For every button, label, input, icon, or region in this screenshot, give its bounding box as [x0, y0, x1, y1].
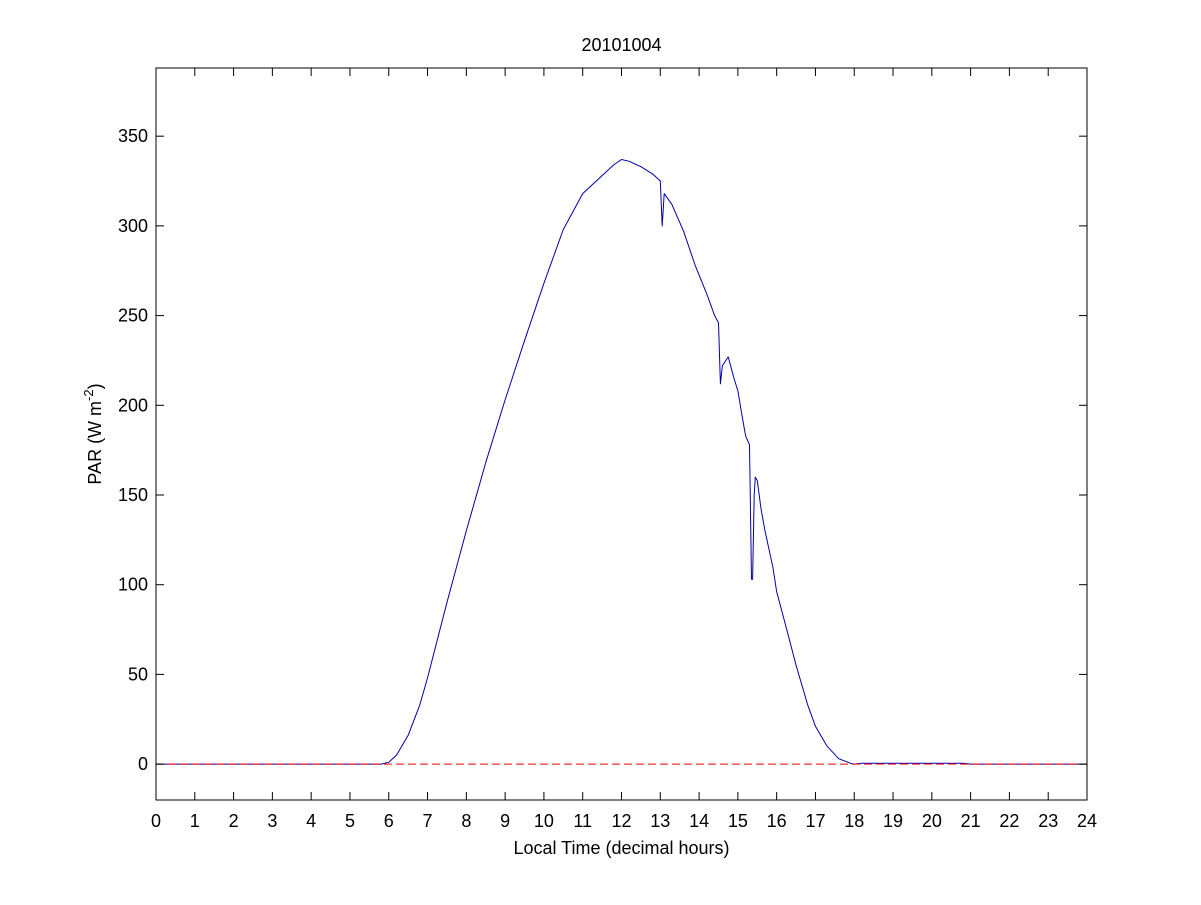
x-tick-label: 18 [844, 811, 864, 831]
y-tick-label: 0 [138, 754, 148, 774]
x-tick-label: 3 [267, 811, 277, 831]
x-tick-label: 1 [190, 811, 200, 831]
chart-title: 20101004 [581, 35, 661, 55]
x-tick-label: 20 [922, 811, 942, 831]
x-tick-label: 5 [345, 811, 355, 831]
x-tick-label: 2 [229, 811, 239, 831]
y-axis-label-close: ) [85, 383, 105, 389]
x-axis-label: Local Time (decimal hours) [513, 838, 729, 858]
y-tick-label: 50 [128, 664, 148, 684]
y-axis-label-superscript: -2 [81, 389, 96, 401]
y-tick-label: 250 [118, 306, 148, 326]
par-series-line [156, 159, 1087, 765]
plot-frame [155, 67, 1088, 801]
y-tick-label: 200 [118, 395, 148, 415]
plot-area [156, 68, 1087, 800]
x-tick-label: 15 [728, 811, 748, 831]
x-tick-label: 10 [534, 811, 554, 831]
y-axis-label-base: PAR (W m [85, 401, 105, 485]
x-tick-label: 22 [999, 811, 1019, 831]
x-tick-label: 12 [611, 811, 631, 831]
ticks-layer: 0 1 2 3 4 5 6 7 8 9 10 11 12 13 14 15 16 17 18 19 20 21 22 23 24… [118, 68, 1097, 831]
x-tick-label: 23 [1038, 811, 1058, 831]
x-tick-label: 19 [883, 811, 903, 831]
x-tick-label: 21 [961, 811, 981, 831]
x-tick-label: 14 [689, 811, 709, 831]
y-tick-label: 100 [118, 575, 148, 595]
x-tick-label: 16 [767, 811, 787, 831]
y-axis-label: PAR (W m-2) [81, 383, 105, 484]
x-tick-label: 4 [306, 811, 316, 831]
series-layer [156, 159, 1087, 765]
x-tick-label: 7 [423, 811, 433, 831]
y-tick-label: 150 [118, 485, 148, 505]
x-tick-label: 0 [151, 811, 161, 831]
x-tick-label: 13 [650, 811, 670, 831]
x-tick-label: 8 [461, 811, 471, 831]
y-tick-label: 350 [118, 126, 148, 146]
x-tick-label: 17 [805, 811, 825, 831]
x-tick-label: 6 [384, 811, 394, 831]
x-tick-label: 9 [500, 811, 510, 831]
y-tick-label: 300 [118, 216, 148, 236]
x-tick-label: 24 [1077, 811, 1097, 831]
x-tick-label: 11 [573, 811, 592, 831]
